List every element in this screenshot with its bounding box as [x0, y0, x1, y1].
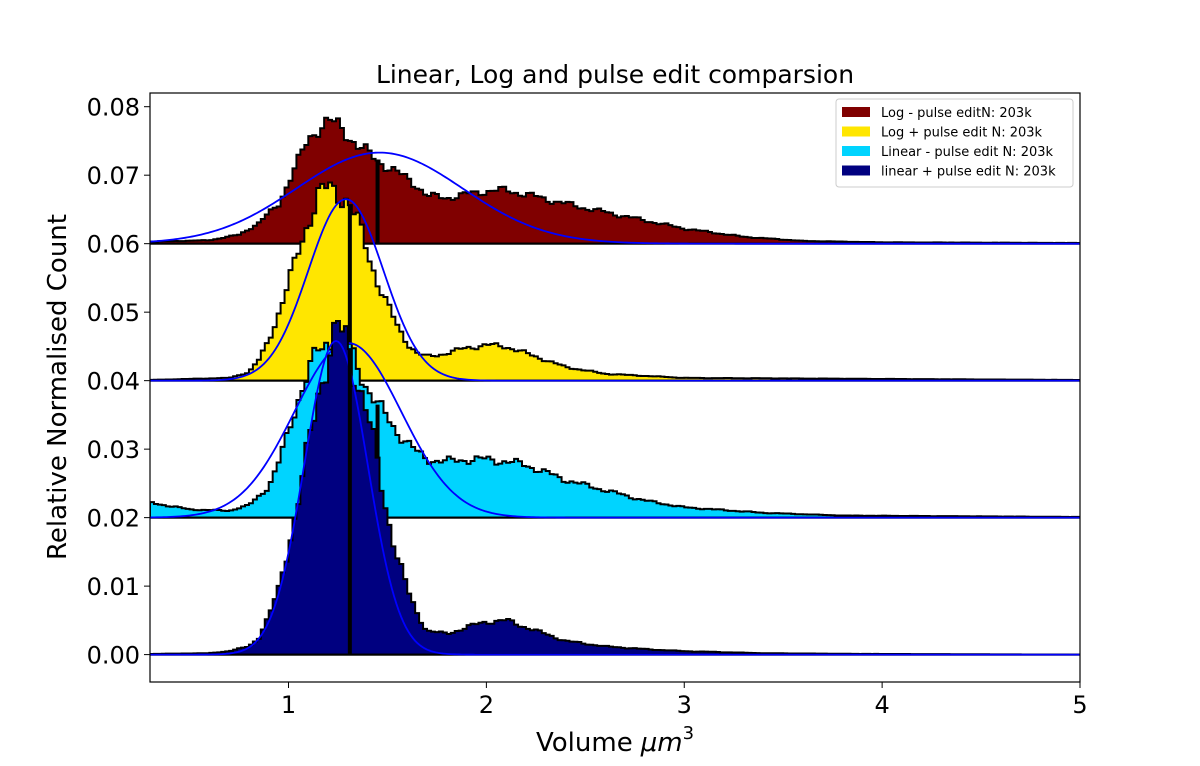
x-axis-label-unit: μm	[640, 728, 683, 758]
histogram-series-1	[150, 116, 1080, 245]
y-tick-label: 0.00	[87, 642, 140, 670]
y-tick-label: 0.01	[87, 573, 140, 601]
chart-title: Linear, Log and pulse edit comparsion	[376, 60, 854, 89]
histogram-series-2	[150, 181, 1080, 382]
y-tick-label: 0.04	[87, 368, 140, 396]
x-axis: 1 2 3 4 5	[281, 682, 1088, 719]
legend-swatch	[842, 165, 870, 176]
x-axis-label: Volume μm3	[536, 723, 694, 758]
legend-swatch	[842, 146, 870, 156]
legend-label: linear + pulse edit N: 203k	[881, 165, 1056, 180]
legend-swatch	[842, 126, 870, 137]
fit-curve-1	[150, 151, 1080, 245]
y-tick-label: 0.06	[87, 231, 140, 259]
legend: Log - pulse editN: 203k Log + pulse edit …	[835, 98, 1074, 188]
legend-frame	[835, 98, 1074, 188]
x-tick-label: 1	[281, 691, 296, 719]
x-tick-label: 4	[874, 691, 889, 719]
y-tick-label: 0.08	[87, 94, 140, 122]
x-axis-label-text: Volume	[536, 728, 633, 758]
legend-label: Linear - pulse edit N: 203k	[881, 145, 1054, 160]
x-tick-label: 2	[479, 691, 494, 719]
y-tick-label: 0.03	[87, 436, 140, 464]
y-tick-label: 0.05	[87, 299, 140, 327]
y-tick-label: 0.02	[87, 505, 140, 533]
x-tick-label: 3	[677, 691, 692, 719]
plot-frame	[149, 92, 1081, 683]
fit-curve-2	[150, 198, 1080, 382]
fit-curve-3	[150, 342, 1080, 519]
x-tick-label: 5	[1072, 691, 1087, 719]
y-axis: 0.00 0.01 0.02 0.03 0.04 0.05 0.06 0.07 0.08	[87, 94, 150, 670]
fit-curve-4	[150, 339, 1080, 656]
histogram-series-3	[150, 331, 1080, 519]
plot-area	[150, 116, 1080, 656]
x-axis-label-exponent: 3	[683, 723, 694, 744]
legend-swatch	[842, 107, 870, 117]
legend-label: Log + pulse edit N: 203k	[881, 126, 1043, 141]
y-axis-label: Relative Normalised Count	[43, 214, 73, 560]
legend-label: Log - pulse editN: 203k	[881, 106, 1032, 121]
y-tick-label: 0.07	[87, 162, 140, 190]
